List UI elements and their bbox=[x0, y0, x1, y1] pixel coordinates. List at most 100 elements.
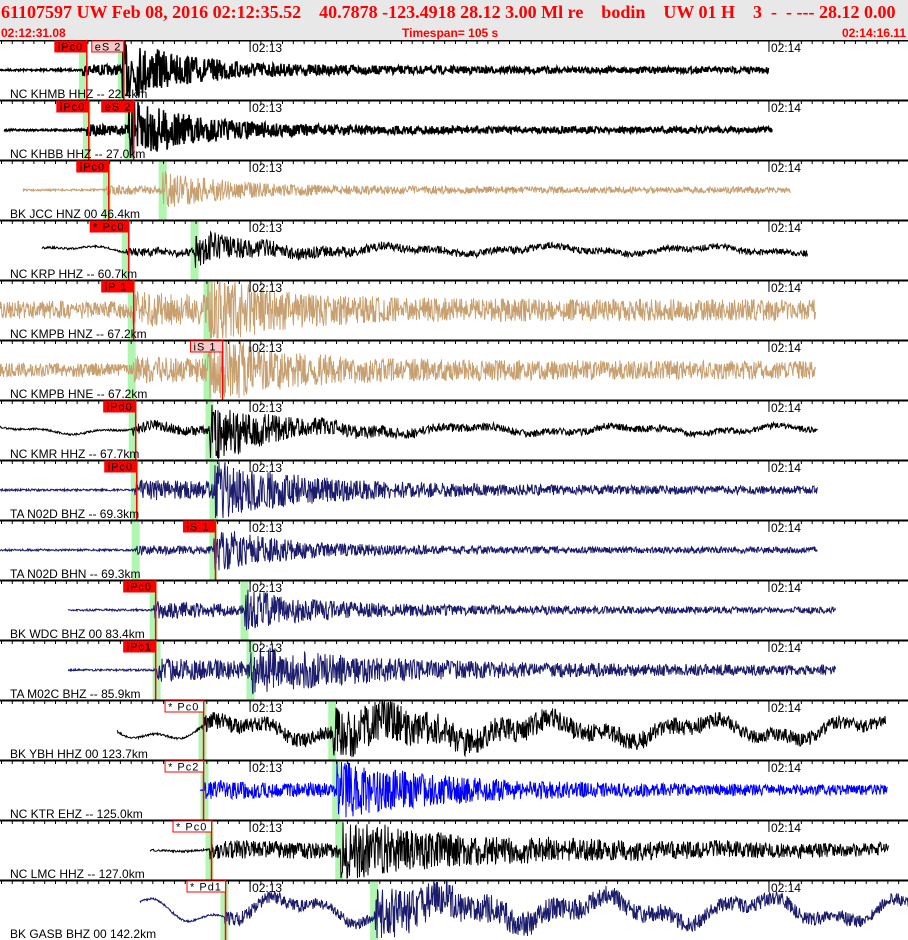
waveform-line bbox=[139, 881, 908, 939]
minute-tick-label: 02:13 bbox=[252, 821, 282, 835]
minute-tick-label: 02:13 bbox=[252, 881, 282, 895]
predicted-arrival-band bbox=[240, 580, 249, 640]
predicted-arrival-band bbox=[370, 880, 379, 940]
predicted-arrival-band bbox=[246, 640, 255, 700]
minute-tick-label: 02:14 bbox=[771, 341, 801, 355]
minute-tick-label: 02:14 bbox=[771, 401, 801, 415]
predicted-arrival-band bbox=[198, 700, 207, 760]
phase-pick-label: iPc0 bbox=[58, 42, 83, 54]
waveform-line bbox=[116, 700, 886, 758]
minute-tick-label: 02:13 bbox=[252, 401, 282, 415]
minute-tick-label: 02:13 bbox=[252, 701, 282, 715]
minute-tick-label: 02:14 bbox=[771, 461, 801, 475]
station-channel-label: TA N02D BHN -- 69.3km bbox=[10, 567, 140, 581]
waveform-line bbox=[149, 822, 889, 879]
phase-pick-label: * Pc0 bbox=[168, 702, 199, 714]
waveform-line bbox=[0, 281, 816, 339]
phase-pick-flag[interactable] bbox=[103, 400, 137, 413]
predicted-arrival-band bbox=[121, 220, 130, 280]
minute-tick-label: 02:14 bbox=[771, 221, 801, 235]
phase-pick-flag[interactable] bbox=[91, 40, 125, 53]
event-header: 61107597 UW Feb 08, 2016 02:12:35.52 40.… bbox=[0, 0, 908, 40]
phase-pick-flag[interactable] bbox=[164, 700, 205, 713]
station-channel-label: NC KMPB HNE -- 67.2km bbox=[10, 387, 147, 401]
station-channel-label: BK GASB BHZ 00 142.2km bbox=[10, 927, 156, 940]
waveform-line bbox=[67, 589, 836, 631]
station-channel-label: BK JCC HNZ 00 46.4km bbox=[10, 207, 140, 221]
phase-pick-label: iPc0 bbox=[127, 582, 152, 594]
minute-tick-label: 02:13 bbox=[252, 461, 282, 475]
phase-pick-flag[interactable] bbox=[164, 760, 205, 773]
waveform-line bbox=[67, 647, 836, 695]
waveform-line bbox=[0, 531, 818, 571]
trace-row[interactable]: 02:13 02:14 iP 1 NC KMPB HNZ -- 67.2km bbox=[0, 279, 908, 341]
trace-row[interactable]: 02:13 02:14 * Pc2 NC KTR EHZ -- 125.0km bbox=[0, 759, 908, 821]
phase-pick-flag[interactable] bbox=[76, 160, 110, 173]
phase-pick-flag[interactable] bbox=[190, 340, 224, 353]
trace-row[interactable]: 02:13 02:14 iS 1 NC KMPB HNE -- 67.2km bbox=[0, 339, 908, 401]
trace-row[interactable]: 02:13 02:14 * Pc0 NC KRP HHZ -- 60.7km bbox=[0, 219, 908, 281]
station-channel-label: NC KMPB HNZ -- 67.2km bbox=[10, 327, 147, 341]
trace-row[interactable]: 02:13 02:14 iPc0 BK JCC HNZ 00 46.4km bbox=[0, 159, 908, 221]
minute-tick-label: 02:13 bbox=[252, 341, 282, 355]
trace-row[interactable]: 02:13 02:14 * Pc0 BK YBH HHZ 00 123.7km bbox=[0, 699, 908, 761]
minute-tick-label: 02:13 bbox=[252, 761, 282, 775]
station-channel-label: NC KTR EHZ -- 125.0km bbox=[10, 807, 143, 821]
station-channel-label: NC KHBB HHZ -- 27.0km bbox=[10, 147, 145, 161]
waveform-line bbox=[41, 230, 808, 268]
trace-row[interactable]: 02:13 02:14 iPc0 eS 2 NC KHMB HHZ -- 22.4km bbox=[0, 40, 908, 101]
phase-pick-flag[interactable] bbox=[182, 520, 216, 533]
station-channel-label: TA M02C BHZ -- 85.9km bbox=[10, 687, 140, 701]
minute-tick-label: 02:13 bbox=[252, 521, 282, 535]
phase-pick-flag[interactable] bbox=[54, 40, 88, 53]
waveform-line bbox=[0, 41, 770, 99]
minute-tick-label: 02:14 bbox=[771, 581, 801, 595]
minute-tick-label: 02:14 bbox=[771, 761, 801, 775]
station-channel-label: NC KRP HHZ -- 60.7km bbox=[10, 267, 137, 281]
trace-row[interactable]: 02:13 02:14 iPc0 BK WDC BHZ 00 83.4km bbox=[0, 579, 908, 641]
trace-row[interactable]: 02:13 02:14 iPc1 TA M02C BHZ -- 85.9km bbox=[0, 639, 908, 701]
minute-tick-label: 02:13 bbox=[252, 641, 282, 655]
phase-pick-flag[interactable] bbox=[104, 460, 138, 473]
phase-pick-flag[interactable] bbox=[123, 580, 157, 593]
phase-pick-flag[interactable] bbox=[89, 220, 130, 233]
trace-row[interactable]: 02:13 02:14 iPc0 eS 2 NC KHBB HHZ -- 27.0km bbox=[0, 99, 908, 161]
phase-pick-label: iPd0 bbox=[107, 402, 133, 414]
phase-pick-label: iPc1 bbox=[127, 642, 152, 654]
phase-pick-label: * Pd1 bbox=[190, 882, 222, 894]
station-channel-label: NC KHMB HHZ -- 22.4km bbox=[10, 87, 147, 101]
station-channel-label: BK YBH HHZ 00 123.7km bbox=[10, 747, 148, 761]
minute-tick-label: 02:14 bbox=[771, 281, 801, 295]
minute-tick-label: 02:13 bbox=[252, 101, 282, 115]
minute-tick-label: 02:13 bbox=[252, 221, 282, 235]
minute-tick-label: 02:14 bbox=[771, 641, 801, 655]
trace-row[interactable]: 02:13 02:14 iPd0 NC KMR HHZ -- 67.7km bbox=[0, 399, 908, 461]
station-channel-label: NC LMC HHZ -- 127.0km bbox=[10, 867, 145, 881]
phase-pick-flag[interactable] bbox=[172, 820, 213, 833]
minute-tick-label: 02:14 bbox=[771, 521, 801, 535]
phase-pick-flag[interactable] bbox=[56, 100, 90, 113]
minute-tick-label: 02:14 bbox=[771, 41, 801, 55]
phase-pick-label: iS 1 bbox=[194, 342, 217, 354]
phase-pick-label: iPc0 bbox=[108, 462, 133, 474]
phase-pick-flag[interactable] bbox=[101, 100, 135, 113]
trace-row[interactable]: 02:13 02:14 * Pc0 NC LMC HHZ -- 127.0km bbox=[0, 819, 908, 881]
trace-row[interactable]: 02:13 02:14 iS 1 TA N02D BHN -- 69.3km bbox=[0, 519, 908, 581]
trace-row[interactable]: 02:13 02:14 * Pd1 BK GASB BHZ 00 142.2km bbox=[0, 879, 908, 940]
phase-pick-label: * Pc0 bbox=[176, 822, 207, 834]
predicted-arrival-band bbox=[328, 700, 337, 760]
minute-tick-label: 02:13 bbox=[252, 161, 282, 175]
minute-tick-label: 02:13 bbox=[252, 41, 282, 55]
phase-pick-flag[interactable] bbox=[101, 280, 135, 293]
minute-tick-label: 02:14 bbox=[771, 101, 801, 115]
phase-pick-label: * Pc0 bbox=[93, 222, 124, 234]
phase-pick-label: iP 1 bbox=[105, 282, 128, 294]
minute-tick-label: 02:14 bbox=[771, 881, 801, 895]
waveform-line bbox=[22, 170, 791, 208]
phase-pick-label: iS 1 bbox=[186, 522, 209, 534]
phase-pick-flag[interactable] bbox=[123, 640, 157, 653]
phase-pick-flag[interactable] bbox=[186, 880, 227, 893]
waveform-line bbox=[0, 341, 816, 399]
trace-row[interactable]: 02:13 02:14 iPc0 TA N02D BHZ -- 69.3km bbox=[0, 459, 908, 521]
